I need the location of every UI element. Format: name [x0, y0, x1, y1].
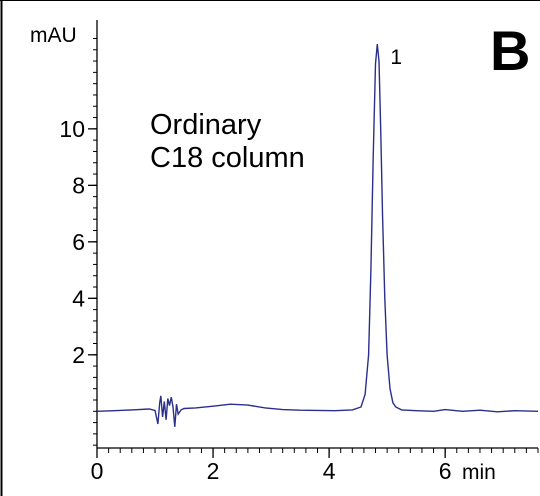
y-tick-label: 6 [72, 229, 85, 255]
annotation-line-2: C18 column [150, 142, 305, 174]
panel-letter: B [490, 19, 530, 82]
y-tick-label: 4 [72, 285, 85, 311]
x-tick-label: 2 [207, 458, 220, 484]
peak-labels: 1 [390, 46, 402, 69]
y-axis-unit-label: mAU [30, 24, 77, 47]
annotation-line-1: Ordinary [150, 109, 262, 141]
peak-label: 1 [390, 46, 402, 69]
y-tick-label: 2 [72, 342, 85, 368]
y-tick-label: 10 [59, 116, 85, 142]
x-tick-label: 6 [439, 458, 452, 484]
x-tick-label: 0 [91, 458, 104, 484]
x-axis-unit-label: min [462, 461, 496, 484]
chromatogram-trace [96, 44, 539, 427]
tick-labels: 2 4 6 8 10 0 2 4 6 [59, 116, 451, 484]
x-tick-label: 4 [323, 458, 336, 484]
axis-ticks [88, 37, 539, 458]
y-tick-label: 8 [72, 172, 85, 198]
